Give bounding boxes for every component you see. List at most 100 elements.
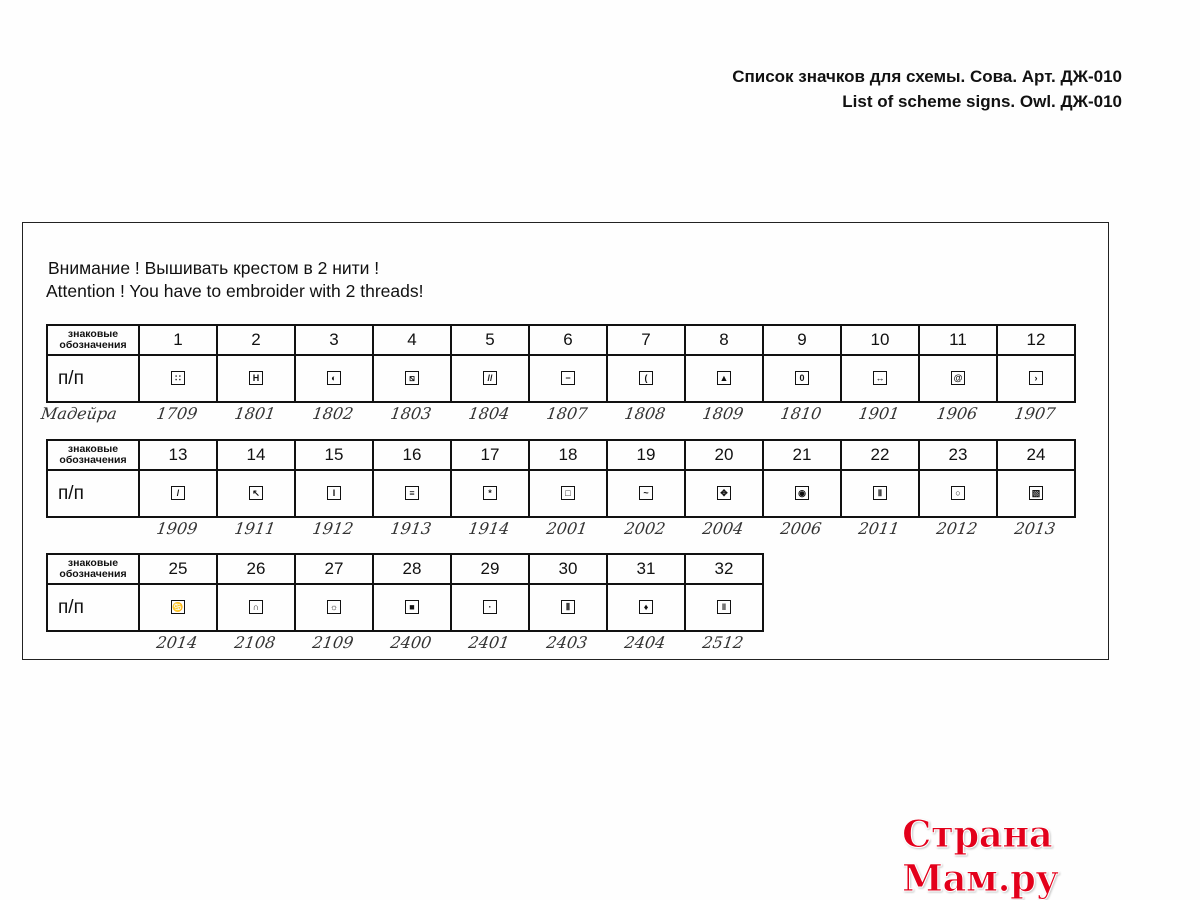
thread-code-handwritten: 1807 bbox=[545, 404, 589, 423]
symbol-cell: ▧ bbox=[996, 469, 1076, 518]
thread-code-handwritten: 1901 bbox=[857, 404, 901, 423]
thread-code-handwritten: 2004 bbox=[701, 519, 745, 538]
symbol-cell: ◉ bbox=[762, 469, 842, 518]
thread-code-handwritten: 1911 bbox=[233, 519, 277, 538]
double-slash-icon: // bbox=[483, 371, 497, 386]
signs-label: знаковые обозначения bbox=[59, 557, 127, 580]
signs-label-cell: знаковые обозначения bbox=[46, 439, 140, 471]
number-cell: 2 bbox=[216, 324, 296, 356]
target-icon: ◉ bbox=[795, 486, 809, 501]
thread-code-handwritten: 2011 bbox=[857, 519, 901, 538]
signs-label: знаковые обозначения bbox=[59, 443, 127, 466]
notice-en: Attention ! You have to embroider with 2… bbox=[46, 281, 424, 301]
number-cell: 28 bbox=[372, 553, 452, 585]
triple-bar-icon: ⦀ bbox=[561, 600, 575, 615]
symbol-cell: ☼ bbox=[294, 583, 374, 632]
thread-code-handwritten: 2014 bbox=[155, 633, 199, 652]
number-cell: 32 bbox=[684, 553, 764, 585]
number-cell: 24 bbox=[996, 439, 1076, 471]
thread-code-handwritten: 2006 bbox=[779, 519, 823, 538]
chevron-right-icon: › bbox=[1029, 371, 1043, 386]
arrow-corner-icon: ↖ bbox=[249, 486, 263, 501]
number-cell: 31 bbox=[606, 553, 686, 585]
letter-h-icon: H bbox=[249, 371, 263, 386]
symbol-cell: ∷ bbox=[138, 354, 218, 403]
symbol-cell: Ⅱ bbox=[840, 469, 920, 518]
number-cell: 18 bbox=[528, 439, 608, 471]
thread-code-handwritten: 1907 bbox=[1013, 404, 1057, 423]
symbol-cell: 0 bbox=[762, 354, 842, 403]
watermark-logo: Страна Мам.ру bbox=[902, 812, 1060, 900]
symbol-cell: ◐ bbox=[294, 354, 374, 403]
symbol-cell: ♋ bbox=[138, 583, 218, 632]
spiral-icon: @ bbox=[951, 371, 965, 386]
thread-code-handwritten: 1802 bbox=[311, 404, 355, 423]
thread-brand-handwritten: Мадейра bbox=[39, 404, 119, 423]
number-cell: 14 bbox=[216, 439, 296, 471]
symbol-cell: // bbox=[450, 354, 530, 403]
number-cell: 17 bbox=[450, 439, 530, 471]
number-cell: 19 bbox=[606, 439, 686, 471]
number-cell: 22 bbox=[840, 439, 920, 471]
thread-code-handwritten: 1808 bbox=[623, 404, 667, 423]
symbol-cell: ■ bbox=[372, 583, 452, 632]
leaf-icon: 0 bbox=[795, 371, 809, 386]
thread-code-handwritten: 2401 bbox=[467, 633, 511, 652]
symbol-cell: ✥ bbox=[684, 469, 764, 518]
thread-code-handwritten: 2403 bbox=[545, 633, 589, 652]
signs-label: знаковые обозначения bbox=[59, 328, 127, 351]
thread-code-handwritten: 1801 bbox=[233, 404, 277, 423]
thread-code-handwritten: 1913 bbox=[389, 519, 433, 538]
four-arrows-icon: ✥ bbox=[717, 486, 731, 501]
symbol-cell: − bbox=[528, 354, 608, 403]
pp-label-cell: п/п bbox=[46, 354, 140, 403]
title-en: List of scheme signs. Owl. ДЖ-010 bbox=[842, 92, 1122, 111]
cancer-icon: ♋ bbox=[171, 600, 185, 615]
number-cell: 11 bbox=[918, 324, 998, 356]
number-cell: 29 bbox=[450, 553, 530, 585]
symbol-cell: › bbox=[996, 354, 1076, 403]
symbol-cell: □ bbox=[528, 469, 608, 518]
number-cell: 5 bbox=[450, 324, 530, 356]
symbol-cell: ♦ bbox=[606, 583, 686, 632]
thread-code-handwritten: 2109 bbox=[311, 633, 355, 652]
number-cell: 26 bbox=[216, 553, 296, 585]
thread-code-handwritten: 2001 bbox=[545, 519, 589, 538]
document-title: Список значков для схемы. Сова. Арт. ДЖ-… bbox=[732, 64, 1122, 114]
thread-code-handwritten: 2002 bbox=[623, 519, 667, 538]
pp-label-cell: п/п bbox=[46, 583, 140, 632]
number-cell: 4 bbox=[372, 324, 452, 356]
symbol-cell: ∩ bbox=[216, 583, 296, 632]
slash-icon: / bbox=[171, 486, 185, 501]
horizontal-bar-icon: − bbox=[561, 371, 575, 386]
thread-code-handwritten: 1909 bbox=[155, 519, 199, 538]
diagonal-lines-icon: ⧅ bbox=[405, 371, 419, 386]
thread-code-handwritten: 1709 bbox=[155, 404, 199, 423]
double-vertical-icon: ‖ bbox=[717, 600, 731, 615]
thread-code-handwritten: 2012 bbox=[935, 519, 979, 538]
triangle-icon: ▲ bbox=[717, 371, 731, 386]
symbol-cell: ⧅ bbox=[372, 354, 452, 403]
symbol-cell: * bbox=[450, 469, 530, 518]
asterisk-icon: * bbox=[483, 486, 497, 501]
hatched-icon: ▧ bbox=[1029, 486, 1043, 501]
symbol-cell: ▲ bbox=[684, 354, 764, 403]
number-cell: 3 bbox=[294, 324, 374, 356]
symbol-cell: ( bbox=[606, 354, 686, 403]
pp-label: п/п bbox=[58, 596, 84, 618]
title-ru: Список значков для схемы. Сова. Арт. ДЖ-… bbox=[732, 67, 1122, 86]
two-dots-icon: ↔ bbox=[873, 371, 887, 386]
thread-code-handwritten: 2108 bbox=[233, 633, 277, 652]
circle-icon: ○ bbox=[951, 486, 965, 501]
u-turn-icon: ∩ bbox=[249, 600, 263, 615]
number-cell: 15 bbox=[294, 439, 374, 471]
number-cell: 8 bbox=[684, 324, 764, 356]
number-cell: 23 bbox=[918, 439, 998, 471]
symbol-cell: ~ bbox=[606, 469, 686, 518]
attention-notice: Внимание ! Вышивать крестом в 2 нити ! A… bbox=[46, 257, 423, 303]
number-cell: 13 bbox=[138, 439, 218, 471]
symbol-cell: H bbox=[216, 354, 296, 403]
thread-code-handwritten: 1906 bbox=[935, 404, 979, 423]
thread-code-handwritten: 1803 bbox=[389, 404, 433, 423]
tilde-icon: ~ bbox=[639, 486, 653, 501]
